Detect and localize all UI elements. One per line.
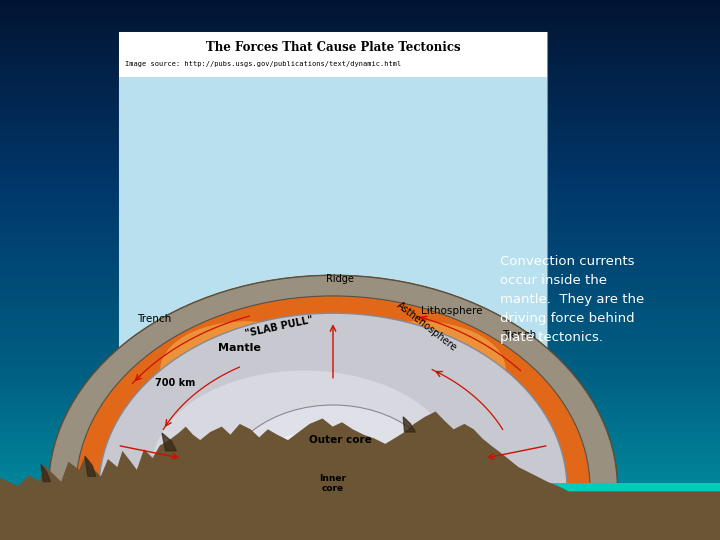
Text: Ridge: Ridge: [326, 273, 354, 284]
Text: The Forces That Cause Plate Tectonics: The Forces That Cause Plate Tectonics: [206, 41, 460, 54]
Ellipse shape: [246, 432, 391, 524]
Text: 700 km: 700 km: [155, 379, 195, 388]
Text: Asthenosphere: Asthenosphere: [395, 300, 459, 353]
Ellipse shape: [333, 321, 505, 419]
Polygon shape: [85, 456, 96, 476]
Text: Trench: Trench: [137, 314, 171, 323]
Circle shape: [222, 405, 445, 540]
FancyBboxPatch shape: [119, 32, 547, 494]
FancyBboxPatch shape: [549, 483, 720, 540]
Text: Trench: Trench: [502, 330, 536, 340]
Wedge shape: [134, 340, 532, 489]
Text: Inner
core: Inner core: [320, 474, 346, 493]
Ellipse shape: [152, 370, 456, 540]
FancyBboxPatch shape: [119, 32, 547, 77]
Text: Mantle: Mantle: [218, 343, 261, 353]
Text: "SLAB PULL": "SLAB PULL": [244, 315, 314, 339]
Wedge shape: [49, 275, 618, 489]
Polygon shape: [162, 433, 176, 451]
Circle shape: [99, 313, 567, 540]
Polygon shape: [0, 411, 720, 540]
Text: Convection currents
occur inside the
mantle.  They are the
driving force behind
: Convection currents occur inside the man…: [500, 255, 644, 344]
Ellipse shape: [161, 321, 333, 419]
Polygon shape: [403, 417, 415, 432]
Polygon shape: [41, 464, 50, 482]
Text: Image source: http://pubs.usgs.gov/publications/text/dynamic.html: Image source: http://pubs.usgs.gov/publi…: [125, 60, 401, 67]
Text: Lithosphere: Lithosphere: [421, 306, 482, 315]
FancyBboxPatch shape: [119, 77, 547, 494]
Wedge shape: [49, 275, 618, 489]
Text: Outer core: Outer core: [309, 435, 372, 445]
